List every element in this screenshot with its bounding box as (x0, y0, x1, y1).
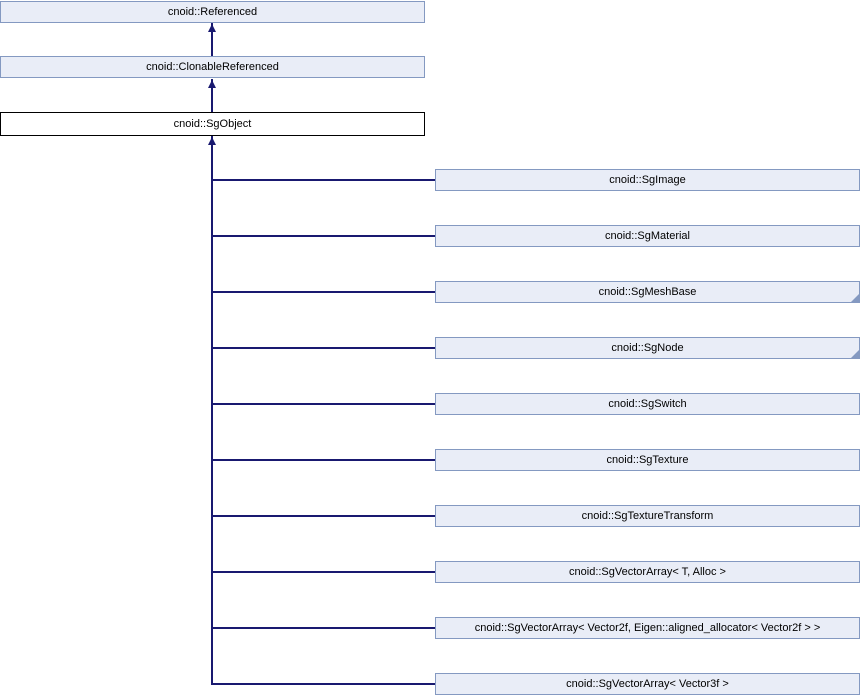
inheritance-arrowhead-icon (208, 137, 216, 145)
inheritance-arrowhead-icon (208, 24, 216, 32)
node-label: cnoid::SgMeshBase (598, 286, 697, 298)
inheritance-edge (212, 403, 435, 405)
node-sgmeshbase[interactable]: cnoid::SgMeshBase (435, 281, 860, 303)
node-label: cnoid::ClonableReferenced (146, 61, 279, 73)
inheritance-edge (212, 571, 435, 573)
node-referenced[interactable]: cnoid::Referenced (0, 1, 425, 23)
inheritance-edge (212, 291, 435, 293)
node-label: cnoid::Referenced (167, 6, 258, 18)
inheritance-arrowhead-icon (208, 80, 216, 88)
node-label: cnoid::SgSwitch (608, 398, 687, 410)
node-sgmaterial[interactable]: cnoid::SgMaterial (435, 225, 860, 247)
node-label: cnoid::SgObject (173, 118, 252, 130)
node-label: cnoid::SgVectorArray< Vector3f > (566, 678, 729, 690)
inheritance-edge (212, 683, 435, 685)
node-sgvectorarray-vector2f[interactable]: cnoid::SgVectorArray< Vector2f, Eigen::a… (435, 617, 860, 639)
node-sgvectorarray-vector3f[interactable]: cnoid::SgVectorArray< Vector3f > (435, 673, 860, 695)
inheritance-edge (212, 515, 435, 517)
inheritance-edge (212, 347, 435, 349)
node-label: cnoid::SgVectorArray< Vector2f, Eigen::a… (474, 622, 821, 634)
inheritance-edge (211, 79, 213, 112)
inheritance-edge (212, 627, 435, 629)
node-sgvectorarray-t-alloc[interactable]: cnoid::SgVectorArray< T, Alloc > (435, 561, 860, 583)
node-label: cnoid::SgImage (609, 174, 686, 186)
node-label: cnoid::SgTexture (606, 454, 689, 466)
node-sgtexture[interactable]: cnoid::SgTexture (435, 449, 860, 471)
inheritance-edge (212, 235, 435, 237)
node-sgnode[interactable]: cnoid::SgNode (435, 337, 860, 359)
node-sgswitch[interactable]: cnoid::SgSwitch (435, 393, 860, 415)
inheritance-edge (212, 179, 435, 181)
inheritance-edge-trunk (211, 136, 213, 685)
subclasses-fold-icon (851, 294, 859, 302)
inheritance-edge (211, 23, 213, 56)
node-sgtexturetransform[interactable]: cnoid::SgTextureTransform (435, 505, 860, 527)
node-label: cnoid::SgNode (611, 342, 684, 354)
node-clonable-referenced[interactable]: cnoid::ClonableReferenced (0, 56, 425, 78)
node-label: cnoid::SgVectorArray< T, Alloc > (569, 566, 726, 578)
node-sgimage[interactable]: cnoid::SgImage (435, 169, 860, 191)
inheritance-edge (212, 459, 435, 461)
node-label: cnoid::SgMaterial (605, 230, 690, 242)
subclasses-fold-icon (851, 350, 859, 358)
node-sgobject: cnoid::SgObject (0, 112, 425, 136)
node-label: cnoid::SgTextureTransform (581, 510, 714, 522)
